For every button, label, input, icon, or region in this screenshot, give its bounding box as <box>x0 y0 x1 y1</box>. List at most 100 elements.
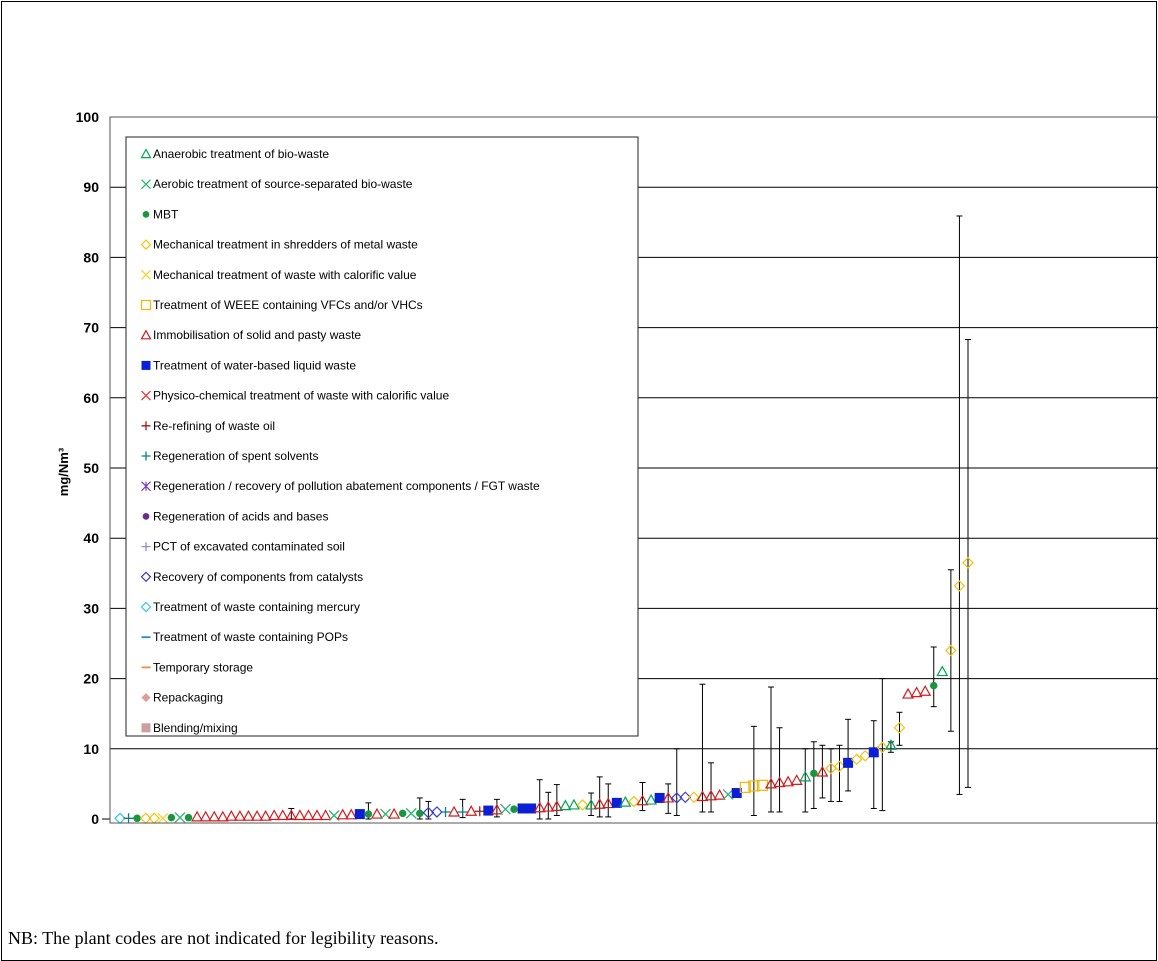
data-point-45 <box>490 803 503 815</box>
legend-label-4: Mechanical treatment in shredders of met… <box>153 238 418 252</box>
data-point-57 <box>593 798 606 809</box>
legend-marker-13 <box>142 513 150 520</box>
data-point-27 <box>336 808 349 820</box>
data-point-97 <box>936 665 949 677</box>
data-point-22 <box>293 809 306 821</box>
legend-marker-15 <box>140 571 152 583</box>
legend-marker-3 <box>142 211 150 218</box>
data-point-58 <box>602 797 615 809</box>
legend-label-17: Treatment of waste containing POPs <box>153 630 348 644</box>
data-point-15 <box>233 809 246 821</box>
data-point-3 <box>133 814 141 823</box>
legend-label-6: Treatment of WEEE containing VFCs and/or… <box>153 298 423 312</box>
data-point-12 <box>208 810 221 822</box>
legend-marker-11 <box>141 451 151 461</box>
legend-label-9: Physico-chemical treatment of waste with… <box>153 389 449 403</box>
data-point-93 <box>902 687 915 699</box>
data-point-25 <box>319 809 332 821</box>
y-axis-label: mg/Nm³ <box>56 447 71 496</box>
footnote: NB: The plant codes are not indicated fo… <box>8 928 439 948</box>
data-point-24 <box>310 809 324 821</box>
data-point-51 <box>542 800 555 812</box>
data-point-35 <box>405 807 417 819</box>
data-point-9 <box>184 813 193 822</box>
data-point-78 <box>773 776 786 788</box>
data-point-41 <box>457 806 468 817</box>
data-point-8 <box>174 812 186 824</box>
data-point-16 <box>242 809 255 821</box>
data-point-34 <box>398 809 407 818</box>
legend-marker-10 <box>141 421 151 431</box>
legend-marker-7 <box>140 329 152 340</box>
data-point-96 <box>929 681 938 690</box>
data-point-47 <box>510 805 518 813</box>
data-point-56 <box>585 798 598 810</box>
y-tick-100: 100 <box>76 109 100 125</box>
data-point-87 <box>850 753 863 766</box>
data-point-48 <box>517 803 528 814</box>
data-point-31 <box>370 807 383 819</box>
legend-label-7: Immobilisation of solid and pasty waste <box>153 328 361 342</box>
data-point-46 <box>499 803 511 815</box>
legend-label-10: Re-refining of waste oil <box>153 419 275 433</box>
data-point-95 <box>919 685 932 696</box>
data-point-83 <box>816 765 829 777</box>
data-point-36 <box>416 809 424 818</box>
data-point-100 <box>962 556 974 569</box>
data-point-89 <box>868 747 879 758</box>
data-point-86 <box>843 757 854 768</box>
plot-area-border <box>109 116 1158 824</box>
data-point-21 <box>285 809 298 821</box>
data-point-40 <box>448 805 461 817</box>
data-point-55 <box>576 799 589 811</box>
data-point-38 <box>431 806 443 818</box>
data-point-59 <box>611 797 622 808</box>
data-point-63 <box>645 793 658 805</box>
legend-label-8: Treatment of water-based liquid waste <box>153 358 356 372</box>
legend-label-11: Regeneration of spent solvents <box>153 449 318 463</box>
y-tick-90: 90 <box>83 179 99 195</box>
legend-label-14: PCT of excavated contaminated soil <box>153 540 345 554</box>
data-point-66 <box>670 792 683 804</box>
data-point-99 <box>953 580 966 592</box>
data-point-42 <box>465 805 478 816</box>
legend-label-3: MBT <box>153 207 179 221</box>
data-point-49 <box>526 803 537 814</box>
data-point-90 <box>876 741 889 754</box>
data-point-18 <box>259 809 272 821</box>
y-tick-10: 10 <box>83 741 99 757</box>
data-point-60 <box>619 795 632 807</box>
data-point-23 <box>302 809 315 821</box>
scatter-chart: 0 10 20 30 40 50 60 70 80 90 100 mg/Nm³ Anaerobic … <box>56 109 1158 827</box>
legend-marker-2 <box>141 179 151 190</box>
y-tick-30: 30 <box>83 600 99 616</box>
data-point-67 <box>679 791 692 804</box>
data-point-92 <box>893 721 906 734</box>
data-point-80 <box>790 774 803 785</box>
legend: Anaerobic treatment of bio-waste Aerobic … <box>125 136 639 737</box>
data-point-19 <box>268 809 281 821</box>
data-point-94 <box>910 686 923 698</box>
legend-label-18: Temporary storage <box>153 660 253 674</box>
legend-label-20: Blending/mixing <box>153 721 238 735</box>
data-point-77 <box>764 777 778 789</box>
data-point-14 <box>225 809 238 821</box>
data-point-79 <box>782 775 795 787</box>
legend-marker-9 <box>141 390 151 401</box>
data-point-10 <box>191 810 204 822</box>
data-point-29 <box>354 809 365 820</box>
data-point-65 <box>662 791 675 803</box>
legend-marker-8 <box>141 360 151 370</box>
data-point-53 <box>559 799 572 811</box>
data-point-54 <box>567 798 580 810</box>
data-point-52 <box>550 800 563 811</box>
data-point-39 <box>440 806 451 817</box>
data-point-7 <box>167 813 176 822</box>
data-point-17 <box>251 809 264 821</box>
legend-marker-1 <box>140 148 152 159</box>
data-point-91 <box>884 739 897 750</box>
legend-label-15: Recovery of components from catalysts <box>153 570 363 584</box>
y-tick-20: 20 <box>83 671 99 687</box>
data-point-69 <box>696 790 709 802</box>
